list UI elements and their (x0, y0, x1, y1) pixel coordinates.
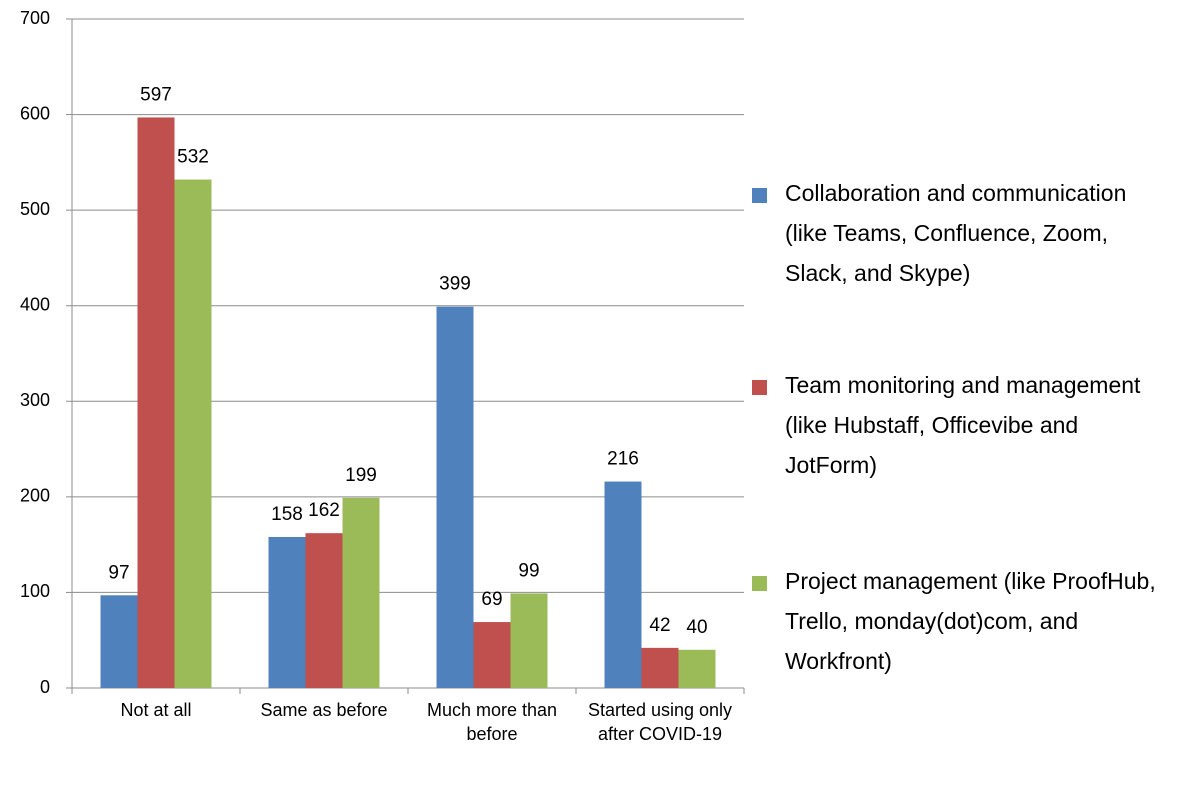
data-label: 597 (140, 84, 172, 105)
y-tick-label: 100 (20, 581, 50, 601)
x-tick-label: Started using only after COVID-19 (588, 700, 732, 744)
data-label: 216 (607, 449, 639, 470)
data-label: 42 (649, 615, 670, 636)
bar (604, 481, 642, 688)
y-tick-label: 200 (20, 486, 50, 506)
legend-swatch (752, 380, 767, 395)
bar (268, 536, 306, 688)
bar (342, 497, 380, 688)
bar (436, 306, 474, 688)
data-label: 199 (345, 465, 377, 486)
legend-label: Project management (like ProofHub, Trello… (785, 568, 1156, 674)
x-tick-label: Same as before (260, 700, 387, 720)
data-label: 99 (518, 560, 539, 581)
bar (174, 179, 212, 688)
legend-swatch (752, 576, 767, 591)
data-label: 97 (108, 562, 129, 583)
data-label: 162 (308, 500, 340, 521)
bar (305, 533, 343, 688)
bar (678, 649, 716, 688)
data-label: 532 (177, 147, 209, 168)
legend-label: Team monitoring and management (like Hubs… (785, 372, 1141, 478)
data-label: 40 (686, 617, 707, 638)
bar (137, 117, 175, 688)
bar (510, 593, 548, 688)
y-tick-label: 300 (20, 390, 50, 410)
legend-swatch (752, 188, 767, 203)
bar (100, 595, 138, 688)
legend-label: Collaboration and communication (like Tea… (785, 180, 1126, 286)
y-tick-label: 500 (20, 199, 50, 219)
y-tick-label: 400 (20, 294, 50, 314)
y-tick-label: 700 (20, 8, 50, 28)
y-tick-label: 600 (20, 103, 50, 123)
x-tick-label: Not at all (120, 700, 191, 720)
y-tick-label: 0 (40, 677, 50, 697)
data-label: 399 (439, 274, 471, 295)
bar (641, 647, 679, 688)
data-label: 158 (271, 504, 303, 525)
x-tick-label: Much more than before (427, 700, 557, 744)
bar (473, 622, 511, 688)
data-label: 69 (481, 589, 502, 610)
